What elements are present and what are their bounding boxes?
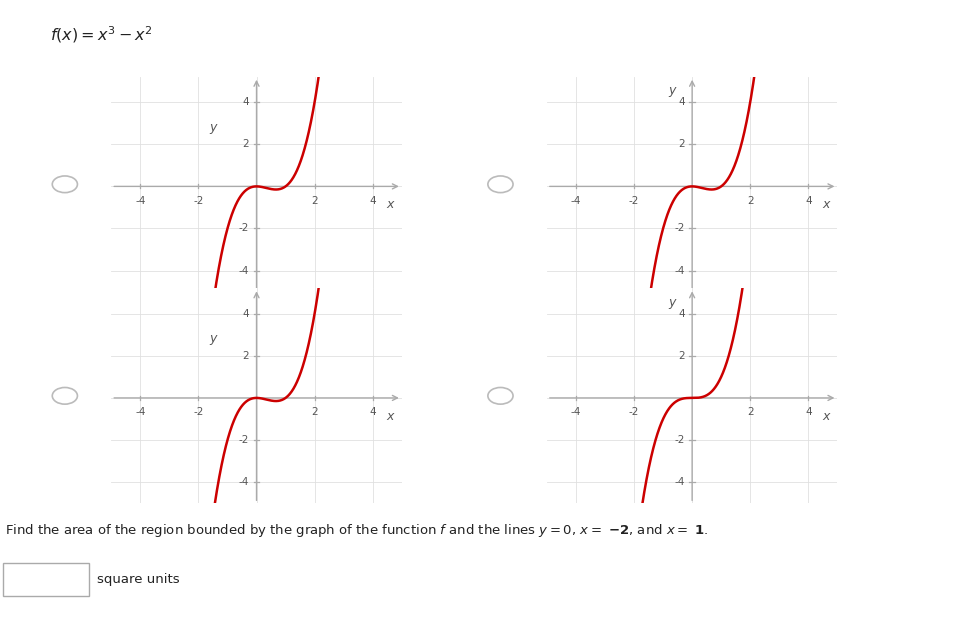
Text: 2: 2 xyxy=(312,408,318,417)
Text: 2: 2 xyxy=(312,196,318,206)
Text: Find the area of the region bounded by the graph of the function $\it{f}$ and th: Find the area of the region bounded by t… xyxy=(5,522,709,540)
Text: x: x xyxy=(822,410,830,422)
Text: 4: 4 xyxy=(243,309,250,319)
Text: y: y xyxy=(209,333,217,345)
Text: y: y xyxy=(669,84,676,97)
Text: x: x xyxy=(822,198,830,211)
Text: -2: -2 xyxy=(675,435,684,445)
Text: -4: -4 xyxy=(571,196,581,206)
Text: 2: 2 xyxy=(243,139,250,149)
Text: -4: -4 xyxy=(675,265,684,276)
Text: -2: -2 xyxy=(194,408,203,417)
Text: -4: -4 xyxy=(136,408,145,417)
Text: -2: -2 xyxy=(629,408,639,417)
Text: x: x xyxy=(386,198,394,211)
Text: 2: 2 xyxy=(243,351,250,361)
Text: -2: -2 xyxy=(239,435,250,445)
Text: $f(x) = x^3 - x^2$: $f(x) = x^3 - x^2$ xyxy=(50,24,153,45)
Text: -4: -4 xyxy=(675,477,684,487)
Text: -4: -4 xyxy=(239,265,250,276)
Text: 4: 4 xyxy=(805,408,811,417)
Text: -2: -2 xyxy=(239,224,250,233)
Text: y: y xyxy=(209,121,217,134)
Text: 2: 2 xyxy=(679,351,684,361)
Text: -2: -2 xyxy=(675,224,684,233)
Text: x: x xyxy=(386,410,394,422)
Text: -2: -2 xyxy=(629,196,639,206)
Text: 4: 4 xyxy=(243,97,250,107)
Text: y: y xyxy=(669,296,676,309)
Text: 2: 2 xyxy=(679,139,684,149)
Text: -4: -4 xyxy=(571,408,581,417)
Text: 4: 4 xyxy=(679,309,684,319)
Text: -4: -4 xyxy=(239,477,250,487)
Text: 4: 4 xyxy=(805,196,811,206)
Text: 4: 4 xyxy=(679,97,684,107)
Text: 2: 2 xyxy=(747,196,753,206)
Text: 4: 4 xyxy=(370,408,376,417)
Text: 2: 2 xyxy=(747,408,753,417)
Text: 4: 4 xyxy=(370,196,376,206)
Text: -2: -2 xyxy=(194,196,203,206)
Text: -4: -4 xyxy=(136,196,145,206)
Text: square units: square units xyxy=(97,573,179,586)
